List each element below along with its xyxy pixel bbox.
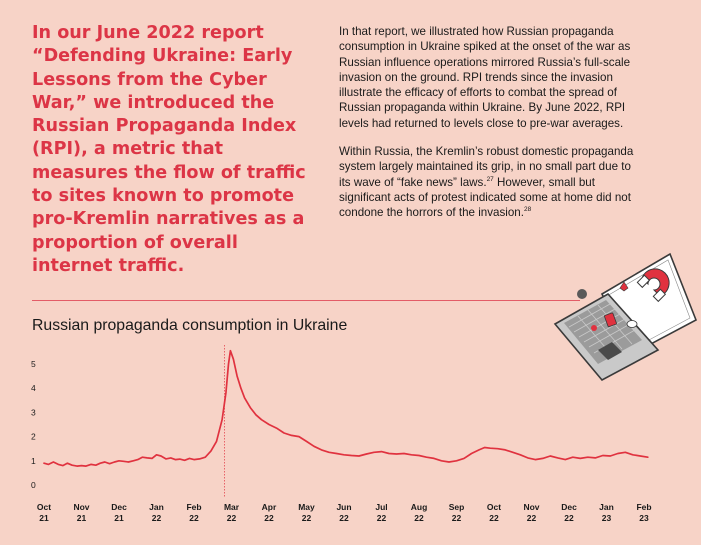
x-tick-month: Nov: [73, 502, 89, 512]
x-tick-month: Jul: [375, 502, 387, 512]
footnote-ref[interactable]: 27: [486, 175, 494, 183]
x-tick-year: 22: [227, 513, 237, 523]
x-tick-month: Aug: [411, 502, 428, 512]
chart-title: Russian propaganda consumption in Ukrain…: [32, 317, 348, 334]
rpi-series-line: [43, 349, 649, 467]
laptop-magnet-icon: [553, 252, 698, 382]
x-tick-year: 22: [452, 513, 462, 523]
y-tick-label: 1: [31, 456, 36, 466]
x-tick-month: Mar: [224, 502, 240, 512]
x-tick-year: 22: [489, 513, 499, 523]
x-tick-month: Jan: [149, 502, 164, 512]
footnote-ref[interactable]: 28: [523, 206, 532, 214]
x-tick-month: Oct: [487, 502, 501, 512]
x-tick-month: Dec: [111, 502, 127, 512]
y-tick-label: 0: [31, 480, 36, 490]
body-text-span: Within Russia, the Kremlin’s robust dome…: [339, 145, 634, 189]
magnet-icon: [636, 268, 670, 303]
x-tick-month: Oct: [37, 502, 51, 512]
y-axis: 0 1 2 3 4 5: [31, 359, 36, 490]
x-axis: Oct21Nov21Dec21Jan22Feb22Mar22Apr22May22…: [37, 502, 652, 523]
y-tick-label: 4: [31, 383, 36, 393]
x-tick-year: 21: [39, 513, 49, 523]
body-text: In that report, we illustrated how Russi…: [339, 24, 644, 234]
pull-quote: In our June 2022 report “Defending Ukrai…: [32, 23, 306, 276]
body-text-span: However, small but significant acts of p…: [339, 175, 631, 220]
x-tick-month: Jun: [336, 502, 351, 512]
x-tick-month: Sep: [449, 502, 465, 512]
x-tick-month: Apr: [262, 502, 277, 512]
x-tick-year: 22: [339, 513, 349, 523]
x-tick-month: Feb: [186, 502, 201, 512]
body-paragraph: In that report, we illustrated how Russi…: [339, 25, 631, 130]
body-paragraph: Within Russia, the Kremlin’s robust dome…: [339, 144, 644, 220]
x-tick-year: 22: [152, 513, 162, 523]
y-tick-label: 3: [31, 407, 36, 417]
x-tick-month: Nov: [523, 502, 539, 512]
laptop-illustration: [553, 252, 698, 382]
x-tick-year: 23: [602, 513, 612, 523]
x-tick-year: 22: [377, 513, 387, 523]
x-tick-year: 23: [639, 513, 649, 523]
x-tick-year: 22: [264, 513, 274, 523]
x-tick-year: 22: [189, 513, 199, 523]
x-tick-year: 21: [77, 513, 87, 523]
x-tick-year: 22: [527, 513, 537, 523]
y-tick-label: 2: [31, 432, 36, 442]
x-tick-year: 22: [302, 513, 312, 523]
x-tick-month: Jan: [599, 502, 614, 512]
y-tick-label: 5: [31, 359, 36, 369]
x-tick-year: 22: [564, 513, 574, 523]
x-tick-month: May: [298, 502, 315, 512]
section-divider: [32, 300, 580, 301]
x-tick-year: 21: [114, 513, 124, 523]
x-tick-month: Dec: [561, 502, 577, 512]
x-tick-month: Feb: [636, 502, 651, 512]
x-tick-year: 22: [414, 513, 424, 523]
